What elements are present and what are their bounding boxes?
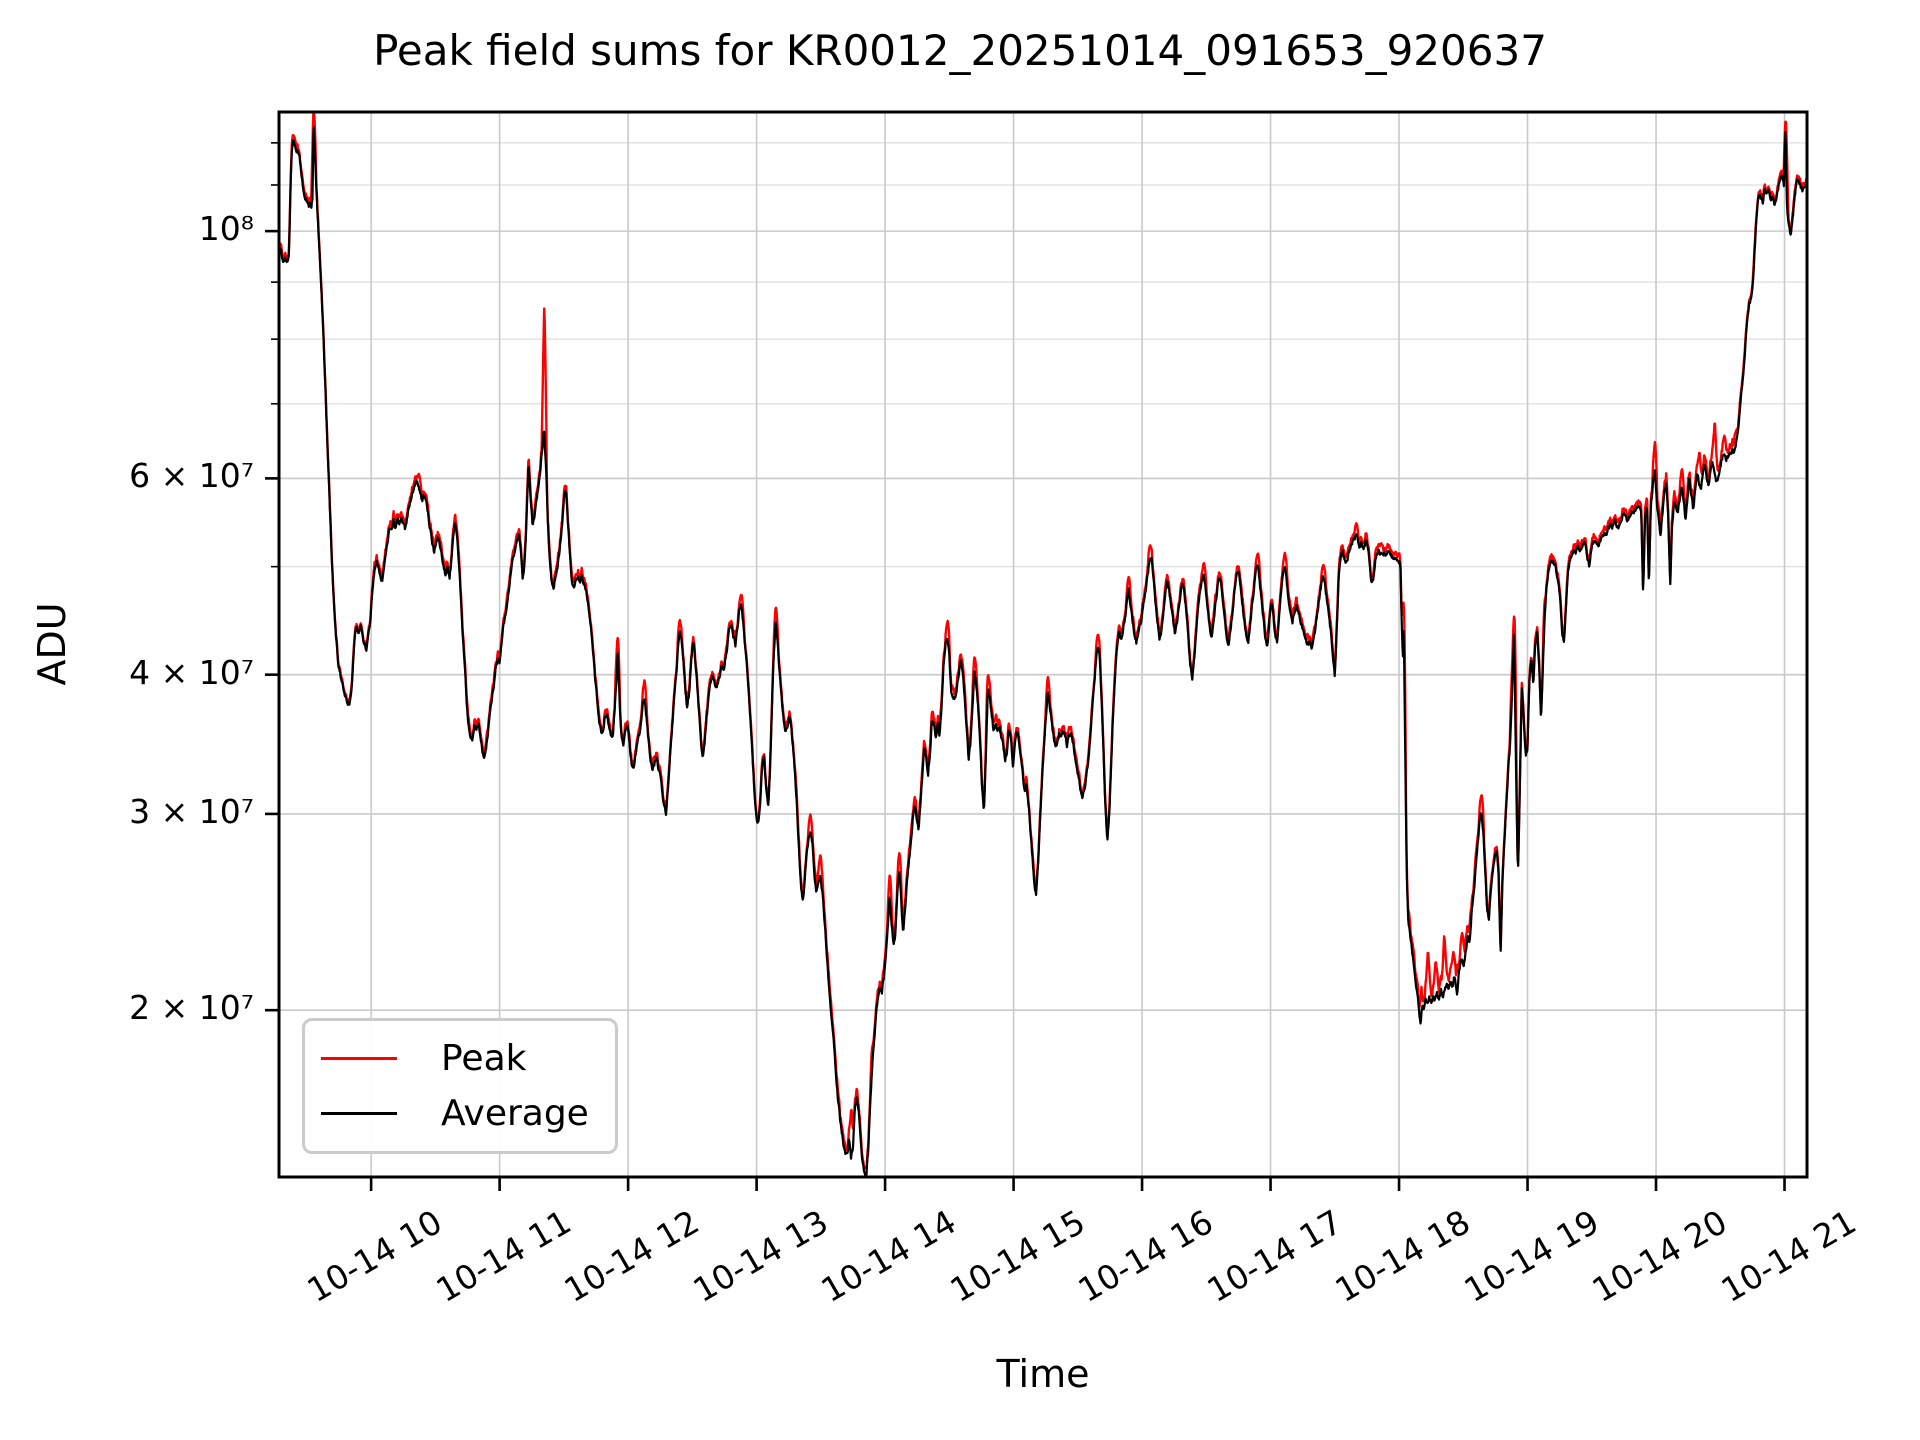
x-axis-label-text: Time — [996, 1352, 1090, 1396]
peak-line-sample — [321, 1057, 397, 1061]
y-tick-label: 4 × 10⁷ — [129, 652, 254, 692]
chart-title: Peak field sums for KR0012_20251014_0916… — [373, 26, 1547, 75]
tick-marks — [265, 142, 1786, 1191]
average-series-line — [279, 126, 1807, 1178]
y-tick-label: 10⁸ — [198, 209, 254, 249]
y-tick-label: 6 × 10⁷ — [129, 456, 254, 496]
series-lines — [279, 111, 1807, 1178]
grid-minor — [279, 142, 1807, 568]
y-tick-label: 3 × 10⁷ — [129, 791, 254, 831]
grid-major — [279, 112, 1807, 1177]
legend-label-average: Average — [441, 1092, 589, 1134]
legend-label-peak: Peak — [441, 1038, 527, 1080]
legend-entry-peak: Peak — [321, 1038, 615, 1079]
legend-entry-average: Average — [321, 1093, 615, 1134]
x-axis-label: Time — [0, 1352, 1920, 1396]
axes-frame — [277, 110, 1809, 1179]
average-line-sample — [321, 1111, 397, 1115]
y-tick-label: 2 × 10⁷ — [129, 988, 254, 1028]
legend: Peak Average — [302, 1018, 618, 1154]
